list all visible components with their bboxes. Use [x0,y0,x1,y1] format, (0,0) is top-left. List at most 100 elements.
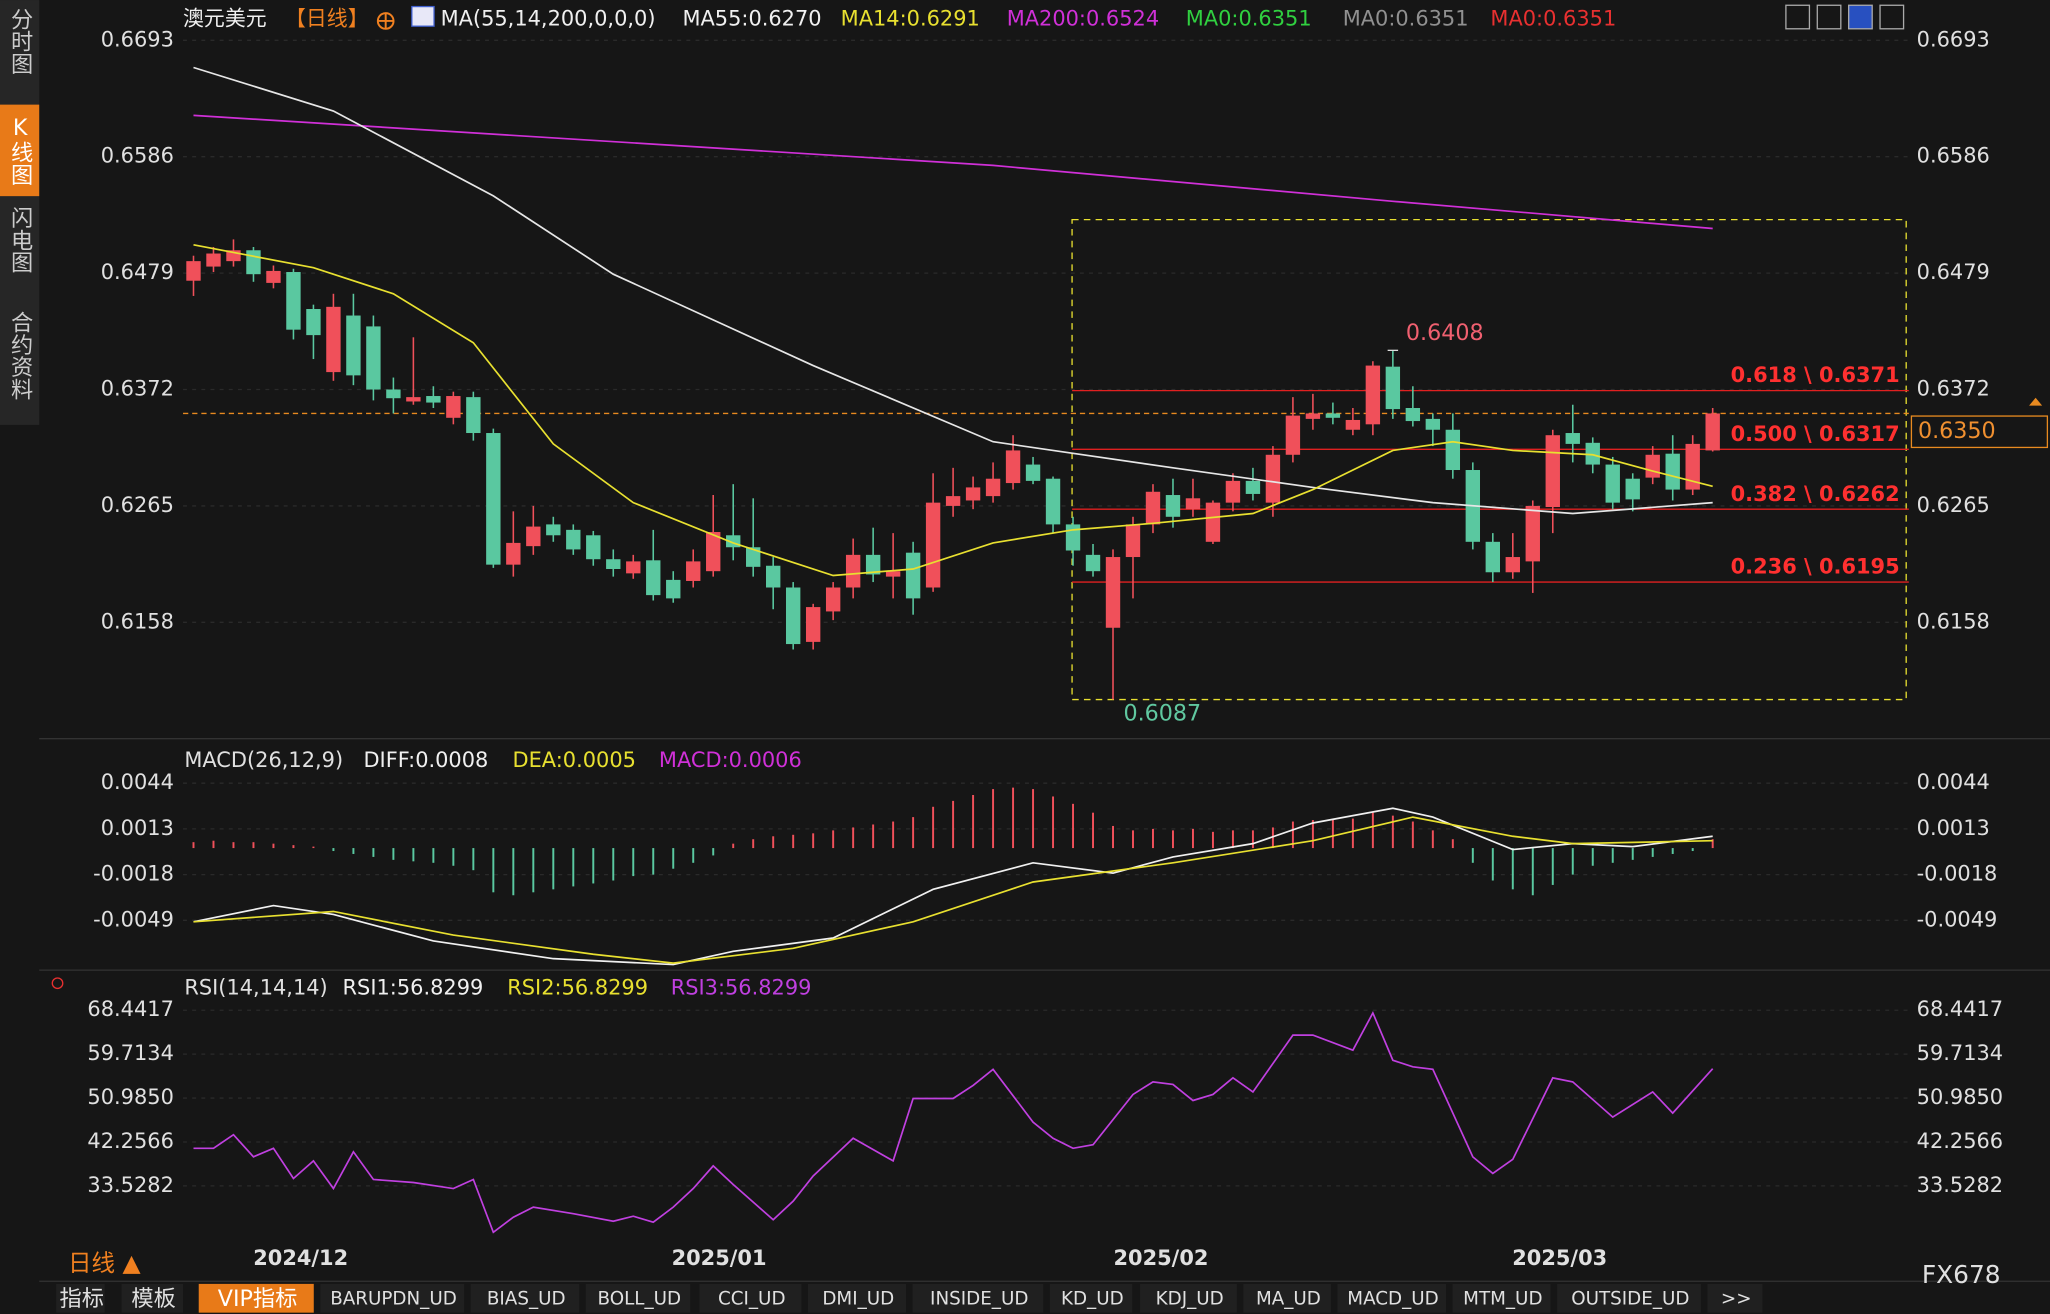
icon[interactable] [1879,4,1905,30]
candle-body [1165,495,1181,517]
tab-label[interactable]: DMI_UD [822,1289,894,1310]
tab[interactable] [912,1283,1044,1313]
tab[interactable] [1557,1283,1701,1313]
candle-body [306,309,321,336]
period-selector[interactable]: 日线 ▲ [68,1249,142,1277]
macd-header: MACD(26,12,9) DIFF:0.0008 DEA:0.0005 MAC… [184,748,801,772]
y-tick-label: 50.9850 [87,1085,173,1109]
tab-label[interactable]: KDJ_UD [1156,1289,1224,1310]
candle-body [1525,505,1540,562]
tab-label[interactable]: 指标 [59,1286,103,1312]
tab-label[interactable]: CCI_UD [718,1289,786,1310]
tab[interactable] [585,1283,691,1313]
tab-label[interactable]: BIAS_UD [487,1289,566,1310]
icon[interactable] [1785,4,1811,30]
settings-icon[interactable] [51,977,64,990]
candle-body [1705,413,1720,451]
tab[interactable] [1049,1283,1133,1313]
y-tick-label: 0.6693 [1917,27,1990,51]
fib-label: 0.236 \ 0.6195 [1731,555,1900,579]
rsi-line [193,1011,1714,1234]
tab-label[interactable]: >> [1721,1289,1752,1310]
y-tick-label: -0.0018 [1917,862,1998,886]
tab-label[interactable]: MTM_UD [1463,1289,1542,1310]
candle-body [1485,541,1500,573]
candle-body [1365,365,1381,425]
fib-box [1071,218,1907,701]
tab-label[interactable]: VIP指标 [218,1286,298,1312]
candle-body [186,261,201,281]
y-tick-label: 59.7134 [87,1041,173,1065]
sidebar-tab[interactable]: 闪电图 [7,206,33,273]
candle-body [1085,554,1101,572]
indicator-icon[interactable] [411,5,435,27]
tab[interactable] [470,1283,580,1313]
y-tick-label: 0.6479 [1917,260,1990,284]
candle-body [885,571,901,577]
candle-body [1685,443,1700,490]
icon[interactable] [1848,4,1873,30]
candle-body [706,532,721,572]
add-icon[interactable] [377,13,394,29]
candle-body [1125,524,1141,558]
candle-body [945,496,961,506]
y-tick-label: 0.6158 [101,609,174,633]
sidebar-active [0,104,40,197]
tab[interactable] [699,1283,802,1313]
ma55: MA55:0.6270 [682,7,821,31]
tab[interactable] [121,1283,184,1313]
candle-body [1325,413,1341,418]
current-price-label: 0.6350 [1918,418,1996,444]
candle-body [746,547,761,567]
tab-label[interactable]: BOLL_UD [597,1289,681,1310]
symbol: 澳元美元 [183,7,267,31]
tab-label[interactable]: MA_UD [1256,1289,1321,1310]
sidebar-tab[interactable]: 分时图 [7,7,33,74]
tab-label[interactable]: KD_UD [1061,1289,1124,1310]
x-label: 2025/03 [1512,1246,1607,1270]
candle-body [366,326,381,390]
candle-body [965,487,981,501]
sidebar-tab[interactable]: 合约资料 [7,311,33,401]
tab[interactable] [56,1283,105,1313]
candle-body [386,389,401,399]
candle-body [466,397,481,434]
tab[interactable] [1452,1283,1551,1313]
y-tick-label: 42.2566 [87,1129,173,1153]
tab-label[interactable]: BARUPDN_UD [330,1289,457,1310]
y-tick-label: 68.4417 [1917,997,2003,1021]
sidebar [0,0,40,425]
ma0: MA0:0.6351 [1490,7,1616,31]
y-tick-label: -0.0049 [93,907,174,931]
tab[interactable] [1140,1283,1237,1313]
candle-body [865,554,881,575]
tab-label[interactable]: MACD_UD [1347,1289,1438,1310]
current-price-box [1910,415,2049,449]
candle-body [266,270,281,283]
sidebar-tab[interactable]: K线图 [7,115,33,186]
candle-body [1425,418,1441,430]
candle-body [486,433,501,565]
candle-body [1545,435,1560,507]
tab[interactable] [1243,1283,1331,1313]
current-price-arrow [2029,397,2043,406]
tab[interactable] [807,1283,907,1313]
tab[interactable] [1707,1283,1763,1313]
ma200: MA200:0.6524 [1007,7,1159,31]
icon[interactable] [1816,4,1842,30]
tab-label[interactable]: 模板 [131,1286,175,1312]
tab-label[interactable]: INSIDE_UD [930,1289,1028,1310]
tab[interactable] [1337,1283,1446,1313]
period: 【日线】 [285,7,369,31]
y-tick-label: 0.0044 [1917,770,1990,794]
fib-label: 0.618 \ 0.6371 [1731,363,1900,387]
candle-body [226,250,241,262]
fib-label: 0.382 \ 0.6262 [1731,482,1900,506]
tab-label[interactable]: OUTSIDE_UD [1571,1289,1689,1310]
fib-label: 0.500 \ 0.6317 [1731,422,1900,446]
tab[interactable] [198,1283,314,1313]
y-tick-label: 50.9850 [1917,1085,2003,1109]
candle-body [406,397,421,402]
tab[interactable] [320,1283,465,1313]
low-label: 0.6087 [1123,700,1201,726]
